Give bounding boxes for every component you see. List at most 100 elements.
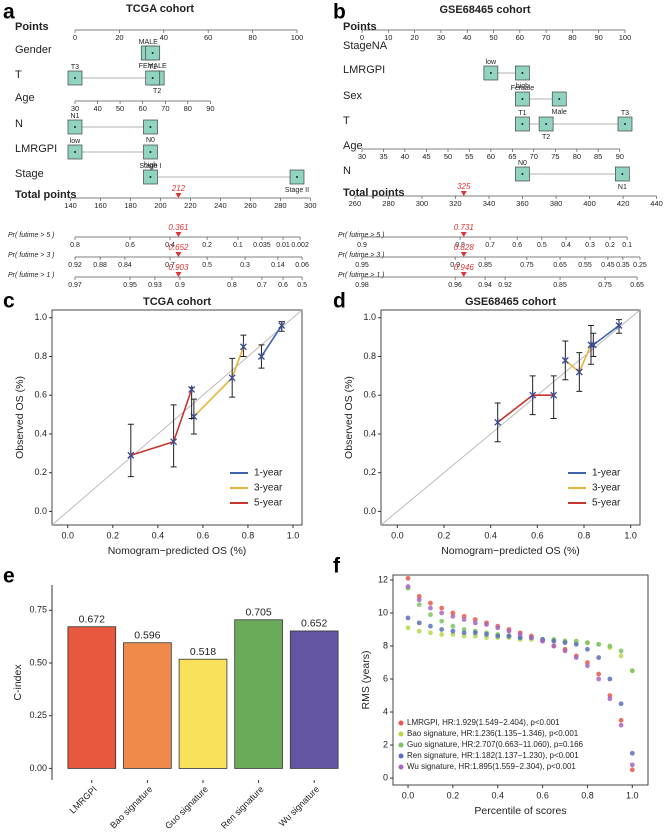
point bbox=[405, 584, 411, 589]
level-dot bbox=[149, 151, 152, 153]
x-tick-label: 0.2 bbox=[438, 530, 451, 540]
tick-label: 360 bbox=[516, 199, 529, 208]
legend-label: 1-year bbox=[254, 468, 283, 479]
tick-label: 0.93 bbox=[148, 282, 162, 289]
level-label: high bbox=[516, 83, 529, 90]
tick-label: 0.7 bbox=[165, 262, 175, 269]
tick-label: 35 bbox=[379, 152, 387, 161]
row-label: Pr( futime > 5 ) bbox=[338, 232, 384, 239]
tick-label: 0.3 bbox=[240, 262, 250, 269]
legend-label: Guo signature, HR:2.707(0.663−11.060), p… bbox=[407, 740, 584, 749]
point bbox=[585, 663, 590, 669]
tick-label: 300 bbox=[416, 199, 429, 208]
value-label: 0.705 bbox=[245, 607, 271, 619]
legend-label: 3-year bbox=[592, 483, 621, 494]
tick-label: 0.25 bbox=[633, 262, 647, 269]
tick-label: 220 bbox=[184, 201, 197, 210]
legend-swatch bbox=[398, 720, 404, 726]
tick-label: 0.85 bbox=[553, 282, 567, 289]
point bbox=[461, 633, 467, 639]
legend-label: 5-year bbox=[254, 498, 283, 509]
tick-label: 80 bbox=[248, 33, 256, 42]
level-label: T2 bbox=[542, 134, 550, 141]
point bbox=[416, 602, 422, 608]
tick-label: 100 bbox=[291, 33, 304, 42]
x-tick-label: Ren signature bbox=[219, 784, 266, 831]
level-label: low bbox=[70, 138, 81, 145]
point bbox=[607, 693, 613, 698]
point bbox=[629, 762, 635, 768]
tick-label: 340 bbox=[483, 199, 496, 208]
point bbox=[439, 627, 445, 632]
tick-label: 70 bbox=[161, 104, 169, 113]
point bbox=[562, 640, 568, 646]
marker-label: 0.652 bbox=[168, 243, 189, 252]
row-label: Age bbox=[343, 140, 363, 152]
level-label: Stage I bbox=[139, 163, 161, 170]
tick-label: 400 bbox=[583, 199, 596, 208]
tick-label: 0.6 bbox=[512, 242, 522, 249]
point bbox=[517, 632, 523, 637]
tick-label: 0.65 bbox=[553, 262, 567, 269]
y-axis-label: Observed OS (%) bbox=[343, 376, 355, 459]
row-label: LMRGPI bbox=[15, 143, 57, 155]
level-dot bbox=[624, 123, 626, 125]
level-label: Female bbox=[511, 85, 534, 92]
point bbox=[439, 605, 445, 611]
point bbox=[607, 696, 613, 702]
tick-label: 0.75 bbox=[598, 282, 612, 289]
level-label: MALE bbox=[139, 39, 158, 46]
point bbox=[629, 750, 635, 756]
panel-letter: a bbox=[3, 1, 15, 24]
tick-label: 0.7 bbox=[485, 242, 495, 249]
tick-label: 0.01 bbox=[276, 242, 290, 249]
tick-label: 65 bbox=[508, 152, 516, 161]
tick-label: 60 bbox=[139, 104, 147, 113]
point bbox=[472, 630, 478, 636]
level-label: T3 bbox=[71, 64, 79, 71]
tick-label: 100 bbox=[619, 33, 632, 42]
series-line bbox=[130, 389, 193, 457]
legend-label: LMRGPI, HR:1.929(1.549−2.404), p<0.001 bbox=[407, 718, 560, 727]
tick-label: 30 bbox=[71, 104, 79, 113]
tick-label: 0.4 bbox=[165, 242, 175, 249]
tick-label: 0.75 bbox=[520, 262, 534, 269]
legend-swatch bbox=[398, 764, 404, 770]
tick-label: 180 bbox=[124, 201, 137, 210]
point bbox=[618, 722, 624, 728]
point bbox=[629, 767, 635, 773]
row-label: Age bbox=[15, 92, 35, 104]
marker bbox=[460, 191, 467, 196]
point bbox=[416, 597, 422, 603]
level-label: N0 bbox=[518, 160, 527, 167]
row-label: Points bbox=[343, 21, 377, 33]
y-tick-label: 0.75 bbox=[29, 605, 47, 615]
tick-label: 0.1 bbox=[622, 242, 632, 249]
point bbox=[484, 622, 489, 627]
tick-label: 0.5 bbox=[202, 262, 212, 269]
point bbox=[596, 641, 602, 647]
tick-label: 0.97 bbox=[68, 282, 82, 289]
tick-label: 10 bbox=[384, 33, 392, 42]
tick-label: 0.8 bbox=[455, 242, 465, 249]
legend-label: 5-year bbox=[592, 498, 621, 509]
legend-label: Bao signature, HR:1.236(1.135−1.346), p<… bbox=[407, 729, 579, 738]
row-label: Pr( futime > 3 ) bbox=[338, 252, 384, 259]
y-tick-label: 0.8 bbox=[34, 351, 47, 361]
panel-letter: c bbox=[3, 290, 15, 313]
series-line bbox=[497, 394, 554, 423]
point bbox=[428, 600, 433, 606]
bar bbox=[123, 642, 172, 769]
y-tick-label: 12 bbox=[378, 574, 388, 584]
y-tick-label: 0.8 bbox=[363, 351, 376, 361]
plot-frame bbox=[380, 309, 641, 526]
tick-label: 20 bbox=[410, 33, 418, 42]
y-tick-label: 0.0 bbox=[363, 506, 376, 516]
tick-label: 50 bbox=[489, 33, 497, 42]
point bbox=[439, 610, 445, 616]
level-dot bbox=[521, 123, 524, 125]
bar bbox=[67, 626, 117, 769]
bar bbox=[178, 658, 228, 769]
x-tick-label: 0.8 bbox=[581, 790, 594, 800]
point bbox=[550, 391, 558, 400]
